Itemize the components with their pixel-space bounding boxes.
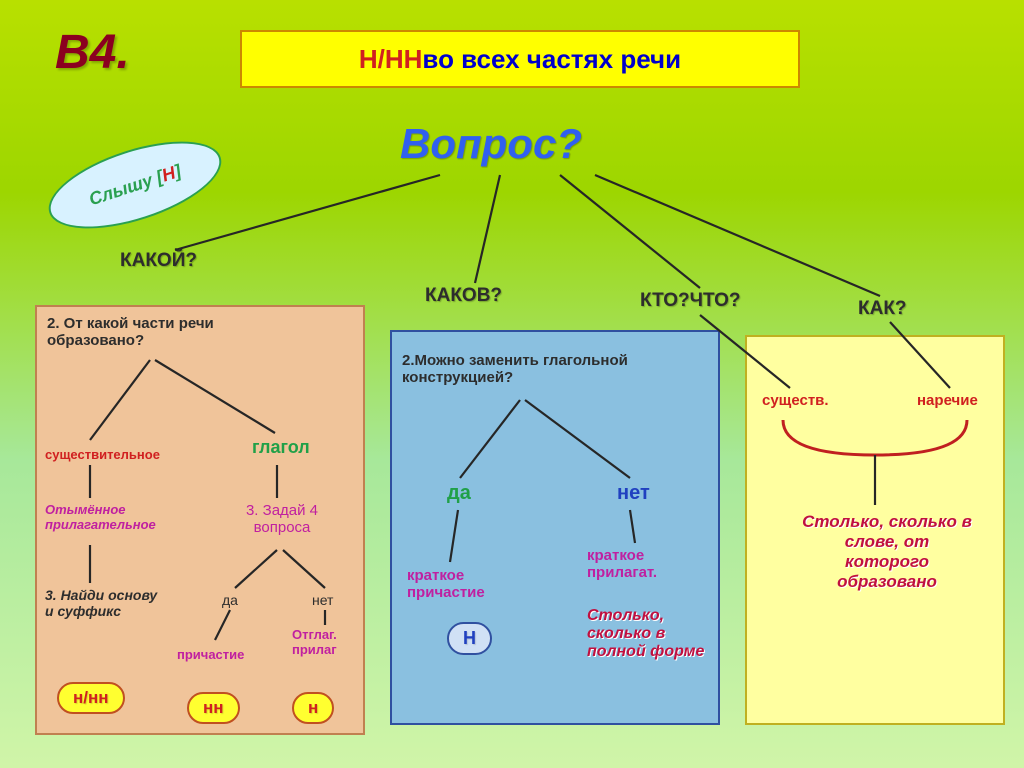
question-kak: КАК? bbox=[858, 298, 907, 320]
left-no: нет bbox=[312, 592, 333, 608]
left-prich: причастие bbox=[177, 647, 244, 662]
mid-conclusion: Столько, сколько в полной форме bbox=[587, 607, 717, 661]
question-main: Вопрос? bbox=[400, 120, 582, 168]
left-verb: глагол bbox=[252, 437, 310, 458]
mid-krat-pril: краткое прилагат. bbox=[587, 547, 707, 581]
mid-krat-prich: краткое причастие bbox=[407, 567, 527, 601]
hear-bubble: Слышу [Н] bbox=[39, 124, 232, 246]
mid-pill-n: Н bbox=[447, 622, 492, 655]
question-kakoy: КАКОЙ? bbox=[120, 250, 197, 272]
panel-middle: 2.Можно заменить глагольной конструкцией… bbox=[390, 330, 720, 725]
right-noun: существ. bbox=[762, 392, 829, 409]
mid-step: 2.Можно заменить глагольной конструкцией… bbox=[402, 352, 652, 386]
title-rest: во всех частях речи bbox=[422, 44, 681, 75]
bubble-a: Слышу [ bbox=[86, 166, 165, 209]
diagram-stage: В4. Н/НН во всех частях речи Слышу [Н] В… bbox=[0, 0, 1024, 768]
pill-nnn: н/нн bbox=[57, 682, 125, 714]
left-step: 2. От какой части речи образовано? bbox=[47, 315, 277, 349]
right-adverb: наречие bbox=[917, 392, 978, 409]
title-prefix: Н/НН bbox=[359, 44, 423, 75]
pill-nn: нн bbox=[187, 692, 240, 724]
left-otgl: Отглаг. прилаг bbox=[292, 627, 362, 657]
left-otym: Отымённое прилагательное bbox=[45, 502, 175, 532]
left-yes: да bbox=[222, 592, 238, 608]
left-noun: существительное bbox=[45, 447, 160, 462]
mid-yes: да bbox=[447, 482, 471, 505]
mid-no: нет bbox=[617, 482, 650, 505]
title-box: Н/НН во всех частях речи bbox=[240, 30, 800, 88]
panel-left: 2. От какой части речи образовано? сущес… bbox=[35, 305, 365, 735]
right-conclusion: Столько, сколько в слове, от которого об… bbox=[802, 512, 972, 592]
pill-n: н bbox=[292, 692, 334, 724]
left-find-base: 3. Найди основу и суффикс bbox=[45, 587, 160, 619]
question-ktochto: КТО?ЧТО? bbox=[640, 290, 740, 312]
slide-label: В4. bbox=[55, 25, 130, 80]
panel-right: существ. наречие Столько, сколько в слов… bbox=[745, 335, 1005, 725]
question-kakov: КАКОВ? bbox=[425, 285, 502, 307]
left-fourq: 3. Задай 4 вопроса bbox=[217, 502, 347, 536]
